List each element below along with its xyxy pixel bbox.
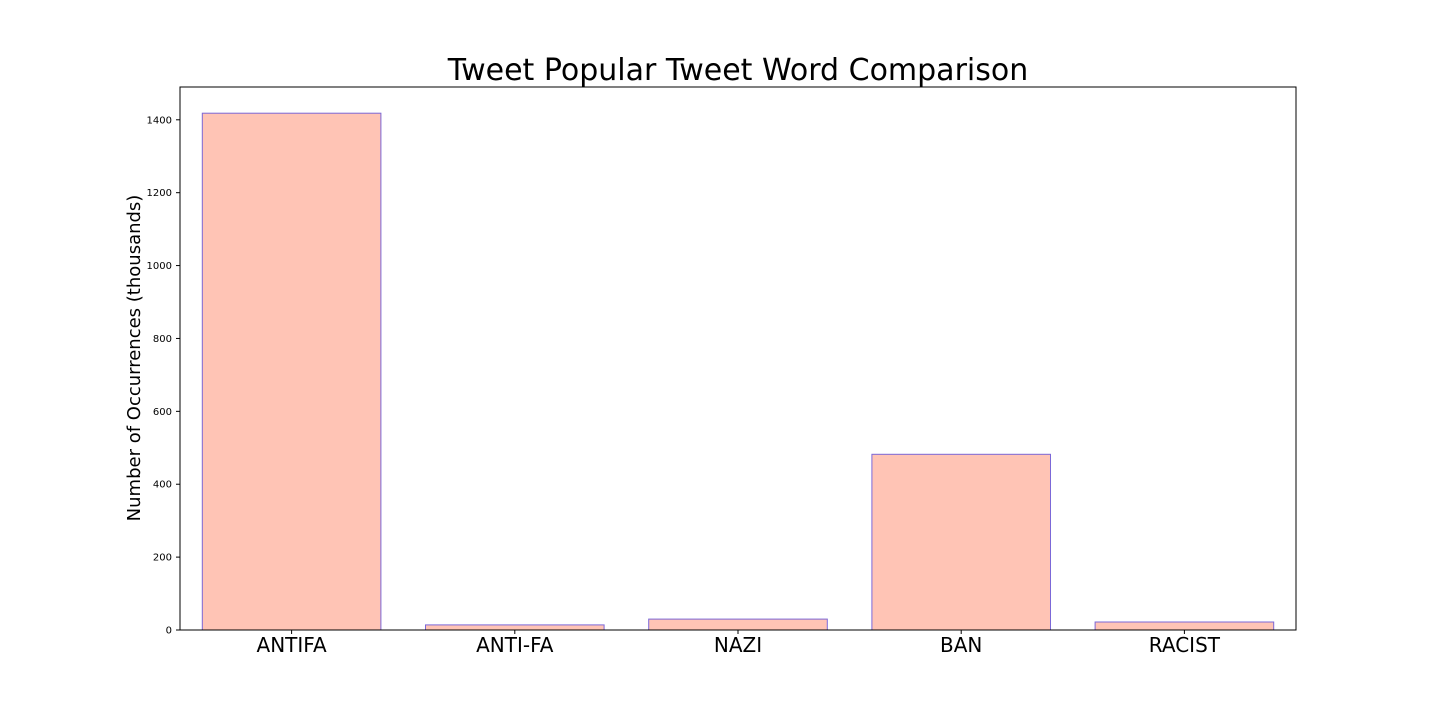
x-tick-label: RACIST	[1149, 633, 1221, 657]
y-tick-label: 0	[166, 626, 172, 637]
y-axis-ticks: 0 200 400 600 800 1000 1200 1400	[147, 115, 180, 637]
y-tick-label: 200	[153, 553, 172, 564]
y-axis-label: Number of Occurrences (thousands)	[124, 195, 145, 522]
bars-group	[201, 112, 1275, 631]
x-tick-label: BAN	[940, 633, 982, 657]
y-tick-label: 800	[153, 334, 172, 345]
bar-antifa	[201, 112, 382, 631]
y-tick-label: 600	[153, 407, 172, 418]
x-axis-ticks: ANTIFA ANTI-FA NAZI BAN RACIST	[257, 630, 1221, 657]
bar-racist	[1094, 621, 1275, 631]
bar-ban	[871, 453, 1052, 631]
x-tick-label: ANTIFA	[257, 633, 327, 657]
x-tick-label: NAZI	[714, 633, 762, 657]
plot-area-frame	[179, 86, 1297, 631]
y-tick-label: 1200	[147, 188, 172, 199]
bar-anti-fa	[425, 624, 605, 631]
y-tick-label: 1400	[147, 115, 172, 126]
bar-nazi	[648, 618, 828, 631]
y-tick-label: 1000	[147, 261, 172, 272]
x-tick-label: ANTI-FA	[476, 633, 554, 657]
chart-title: Tweet Popular Tweet Word Comparison	[447, 53, 1029, 88]
y-tick-label: 400	[153, 480, 172, 491]
